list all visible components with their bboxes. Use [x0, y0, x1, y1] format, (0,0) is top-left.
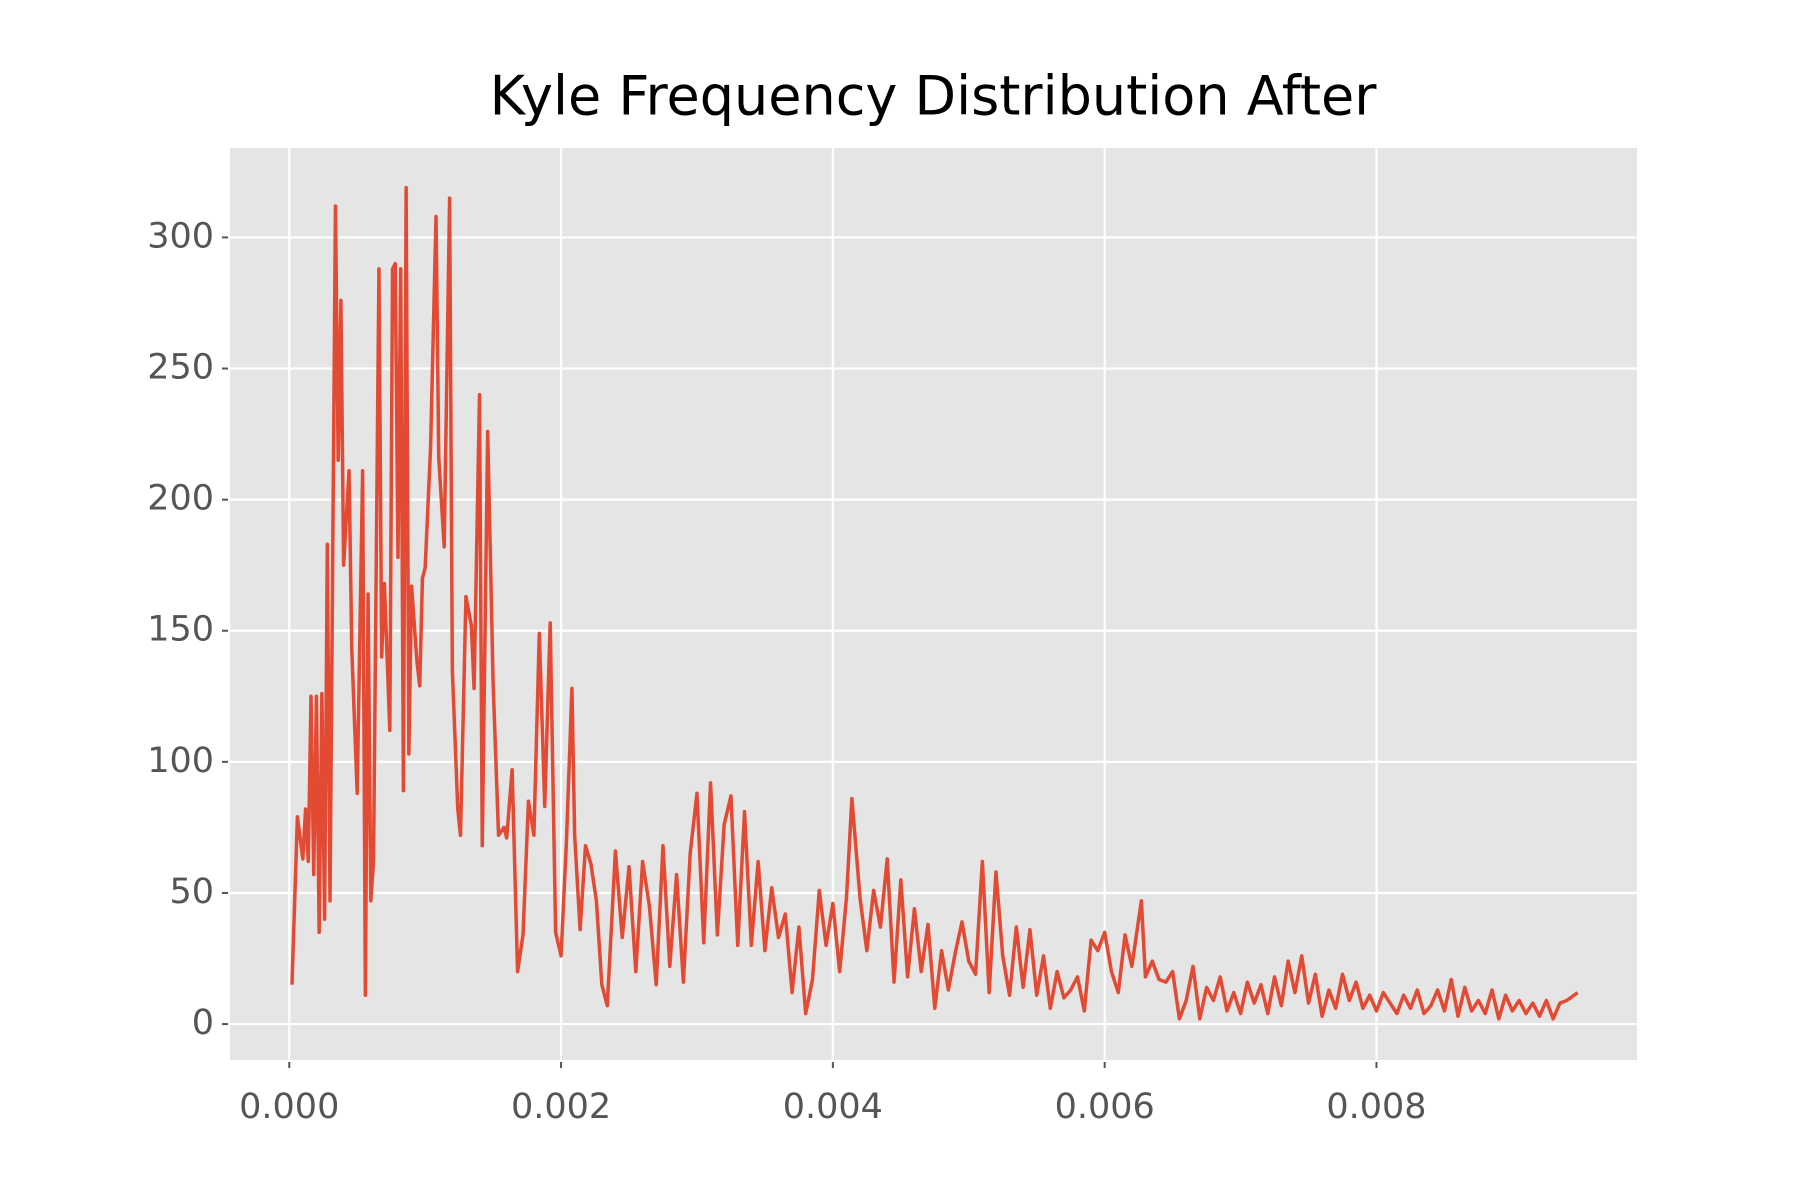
y-tick-label: 250 [147, 348, 214, 388]
y-tick-label: 150 [147, 610, 214, 650]
y-tick-label: 200 [147, 479, 214, 519]
plot-area [230, 148, 1637, 1060]
chart-title: Kyle Frequency Distribution After [490, 65, 1378, 128]
y-tick-label: 100 [147, 741, 214, 781]
data-line [290, 185, 1579, 1021]
x-tick-label: 0.002 [511, 1087, 611, 1127]
y-tick-label: 0 [192, 1003, 214, 1043]
y-tick-label: 300 [147, 216, 214, 256]
x-tick-label: 0.004 [783, 1087, 883, 1127]
x-tick-label: 0.000 [239, 1087, 339, 1127]
x-tick-label: 0.008 [1326, 1087, 1426, 1127]
y-tick-label: 50 [169, 872, 214, 912]
x-tick-label: 0.006 [1055, 1087, 1155, 1127]
